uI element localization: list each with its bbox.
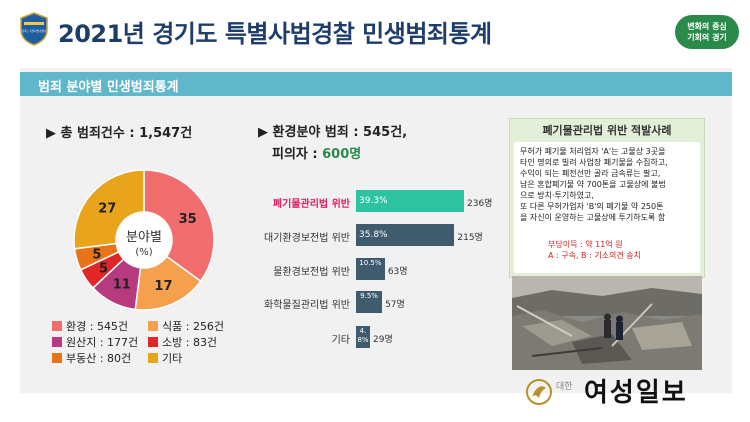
case-result: 부당이득 : 약 11억 원 A : 구속, B : 기소의견 송치	[548, 239, 641, 261]
bar	[356, 224, 455, 246]
legend-item-원산지: 원산지 : 177건	[52, 334, 138, 350]
bar-count-label: 29명	[373, 335, 393, 345]
bar-percent-label: 9.5%	[360, 292, 378, 300]
case-body: 무허가 폐기물 처리업자 'A'는 고물상 3곳을 타인 명의로 빌려 사업장 …	[520, 146, 698, 223]
section-bar	[20, 72, 732, 96]
legend-item-식품: 식품 : 256건	[148, 318, 224, 334]
leaf-emblem-icon	[526, 379, 552, 405]
bar-percent-label: 39.3%	[359, 196, 388, 206]
pie-value-label: 11	[113, 278, 131, 293]
legend-item-부동산: 부동산 : 80건	[52, 350, 131, 366]
badge-text: 경기도 특별사법경찰단	[22, 29, 47, 33]
pie-value-label: 5	[99, 262, 108, 277]
bar-count-label: 236명	[467, 199, 493, 209]
page-title: 2021년 경기도 특별사법경찰 민생범죄통계	[58, 20, 492, 48]
pie-value-label: 27	[98, 202, 116, 217]
pie-center-label: 분야별	[126, 230, 162, 245]
env-title-line-1: ▶ 환경분야 범죄 : 545건,	[258, 125, 408, 140]
case-card	[514, 142, 700, 273]
bar-category-label: 대기환경보전법 위반	[264, 233, 350, 244]
slogan-line-2: 기회의 경기	[687, 33, 727, 42]
case-line: 타인 명의로 빌려 사업장 폐기물을 수집하고,	[520, 158, 668, 167]
legend-swatch	[52, 353, 62, 363]
legend-label: 기타	[162, 352, 183, 365]
header: 경기도 특별사법경찰단 2021년 경기도 특별사법경찰 민생범죄통계 변화의 …	[0, 0, 750, 60]
case-title: 폐기물관리법 위반 적발사례	[542, 124, 672, 137]
police-badge-icon: 경기도 특별사법경찰단	[20, 12, 48, 46]
case-line: 남은 혼합폐기물 약 700톤을 고물상에 불법	[520, 180, 666, 189]
bar-count-label: 57명	[385, 300, 405, 310]
legend-swatch	[148, 321, 158, 331]
legend-item-소방: 소방 : 83건	[148, 334, 217, 350]
legend-label: 환경 : 545건	[66, 320, 129, 333]
legend-label: 소방 : 83건	[162, 336, 218, 349]
bar	[356, 190, 464, 212]
bar	[356, 291, 383, 313]
pie-center-unit: (%)	[135, 247, 152, 258]
pie-chart: 35 17 11 55 27 분야별 (%)	[73, 169, 215, 311]
case-line: 무허가 폐기물 처리업자 'A'는 고물상 3곳을	[520, 147, 666, 156]
bar-percent-label: 4.8%	[357, 327, 369, 344]
case-result-line-1: 부당이득 : 약 11억 원	[548, 240, 623, 249]
bar-category-label: 화학물질관리법 위반	[264, 300, 350, 311]
legend-swatch	[52, 337, 62, 347]
bar-category-label: 폐기물관리법 위반	[272, 199, 350, 210]
slogan-logo: 변화의 중심 기회의 경기	[675, 15, 739, 49]
legend-item-기타: 기타	[148, 350, 182, 366]
slogan-line-1: 변화의 중심	[687, 22, 727, 31]
case-line: 으로 방치·투기하였고,	[520, 191, 594, 200]
total-crimes-label: ▶ 총 범죄건수 : 1,547건	[46, 126, 193, 141]
legend-swatch	[148, 353, 158, 363]
newspaper-logo	[525, 374, 725, 410]
pie-center	[116, 212, 172, 268]
env-title-suspects-label: 피의자 :	[272, 147, 323, 162]
brand-small-text: 대한	[556, 382, 573, 392]
case-result-line-2: A : 구속, B : 기소의견 송치	[548, 251, 642, 260]
pie-value-label: 5	[92, 248, 101, 263]
bar-count-label: 215명	[457, 233, 483, 243]
legend-label: 원산지 : 177건	[66, 336, 139, 349]
section-title: 범죄 분야별 민생범죄통계	[38, 80, 179, 95]
pie-value-label: 35	[179, 212, 197, 227]
bar-percent-label: 35.8%	[359, 230, 388, 240]
pie-value-label: 17	[154, 279, 172, 294]
bar-category-label: 물환경보전법 위반	[273, 267, 350, 278]
case-line: 을 자신이 운영하는 고물상에 투기하도록 함	[520, 213, 666, 222]
legend-swatch	[148, 337, 158, 347]
bar-category-label: 기타	[331, 335, 350, 346]
case-line: 또 다른 무허가업자 'B'의 폐기물 약 250톤	[520, 202, 664, 211]
legend-item-환경: 환경 : 545건	[52, 318, 128, 334]
legend-label: 식품 : 256건	[162, 320, 225, 333]
bar	[356, 326, 370, 348]
env-title-suspects-value: 600명	[322, 147, 362, 162]
legend-label: 부동산 : 80건	[66, 352, 132, 365]
bar-percent-label: 10.5%	[359, 259, 382, 267]
env-chart-title: ▶ 환경분야 범죄 : 545건, 피의자 : 600명	[258, 122, 407, 166]
bar	[356, 258, 385, 280]
waste-site-photo	[512, 276, 702, 370]
legend-swatch	[52, 321, 62, 331]
brand-name: 여성일보	[584, 378, 688, 408]
bar-count-label: 63명	[387, 267, 408, 277]
case-line: 수익이 되는 폐전선만 골라 금속류는 팔고,	[520, 169, 661, 178]
